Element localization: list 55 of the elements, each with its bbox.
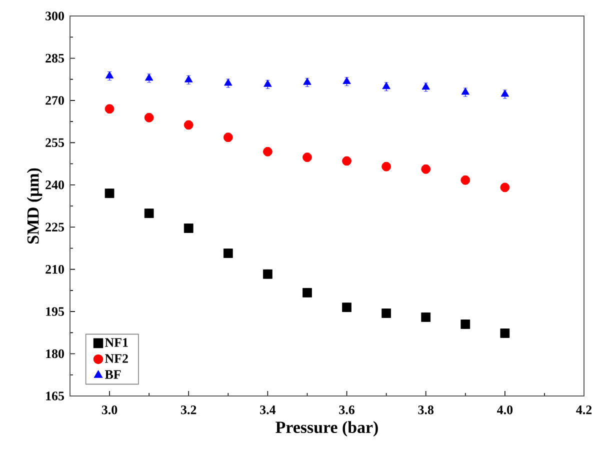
point: [342, 76, 351, 84]
point: [263, 269, 272, 279]
point: [500, 90, 510, 97]
x-tick-label: 3.6: [339, 405, 354, 414]
legend-label: BF: [104, 370, 121, 379]
point: [223, 132, 233, 142]
point: [382, 82, 390, 90]
point: [264, 80, 272, 87]
y-tick-label: 195: [46, 307, 64, 316]
x-tick-label: 3.4: [260, 405, 276, 414]
point: [224, 78, 232, 86]
point: [460, 175, 470, 185]
point: [302, 288, 312, 298]
x-tick-label: 4.0: [497, 406, 513, 414]
point: [144, 74, 154, 81]
point: [184, 75, 193, 82]
x-tick-label: 3.0: [102, 406, 118, 414]
point: [144, 112, 154, 122]
y-tick-label: 165: [46, 392, 64, 400]
point: [342, 302, 352, 312]
x-axis-title: Pressure (bar): [276, 421, 378, 436]
point: [422, 82, 430, 90]
y-tick-label: 240: [46, 180, 64, 190]
y-axis-title: SMD (μm): [26, 168, 42, 244]
y-tick-label: 270: [46, 96, 64, 105]
point: [184, 224, 194, 233]
point: [105, 71, 114, 78]
y-tick-label: 180: [46, 349, 64, 358]
point: [302, 152, 312, 162]
x-tick-label: 4.2: [576, 405, 592, 414]
point: [500, 328, 510, 338]
x-tick-label: 3.2: [181, 405, 196, 414]
point: [421, 164, 431, 174]
y-tick-label: 300: [46, 12, 64, 20]
point: [382, 162, 391, 172]
point: [263, 146, 272, 156]
point: [421, 312, 431, 322]
legend-label: NF2: [104, 354, 128, 363]
point: [144, 208, 154, 218]
x-tick-label: 3.8: [418, 406, 434, 414]
point: [500, 182, 510, 192]
legend-label: NF1: [104, 338, 128, 347]
point: [104, 104, 114, 114]
y-tick-label: 285: [46, 54, 64, 63]
point: [382, 308, 391, 318]
y-tick-label: 210: [46, 264, 64, 274]
point: [460, 320, 470, 329]
y-tick-label: 225: [46, 222, 64, 232]
point: [223, 248, 233, 258]
point: [342, 156, 352, 166]
point: [461, 88, 470, 95]
point: [104, 188, 114, 198]
point: [303, 78, 312, 85]
point: [184, 120, 194, 130]
y-tick-label: 255: [46, 138, 64, 148]
